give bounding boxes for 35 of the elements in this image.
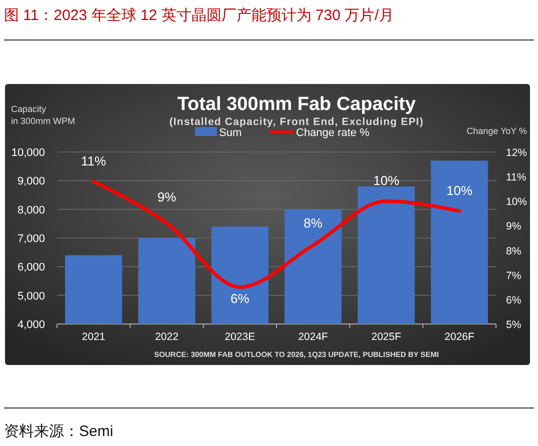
- caption: 图 11：2023 年全球 12 英寸晶圆厂产能预计为 730 万片/月: [4, 7, 394, 24]
- y2-tick-label: 6%: [506, 294, 522, 306]
- text: 资料来源：Semi: [4, 423, 114, 440]
- y-tick-label: 5,000: [17, 290, 45, 302]
- chart-subtitle: (Installed Capacity, Front End, Excluding EPI): [169, 116, 424, 128]
- data-label: 6%: [230, 291, 250, 306]
- x-tick-label: 2026F: [444, 331, 474, 343]
- y-tick-label: 6,000: [17, 262, 45, 274]
- data-label: 9%: [157, 189, 177, 204]
- data-label: 8%: [304, 215, 323, 230]
- data-label: 11%: [81, 153, 107, 168]
- data-label: 10%: [446, 182, 473, 198]
- y-tick-label: 10,000: [11, 147, 45, 159]
- y2-tick-label: 5%: [506, 319, 522, 331]
- y2-tick-label: 7%: [506, 270, 522, 282]
- y2-tick-label: 11%: [506, 172, 526, 184]
- x-tick-label: 2024F: [298, 331, 328, 343]
- legend-label: Change rate %: [296, 127, 370, 139]
- data-label: 10%: [373, 173, 400, 188]
- x-tick-label: 2025F: [371, 331, 402, 343]
- y-tick-label: 7,000: [17, 233, 45, 245]
- x-tick-label: 2023E: [224, 331, 256, 343]
- x-tick-label: 2022: [155, 331, 179, 343]
- y-tick-label: 9,000: [17, 176, 45, 188]
- legend-label: Sum: [219, 127, 242, 139]
- y2-tick-label: 10%: [506, 196, 528, 208]
- y2-tick-label: 9%: [506, 220, 522, 233]
- chart-title: Total 300mm Fab Capacity: [177, 94, 416, 115]
- x-tick-label: 2021: [82, 331, 106, 343]
- y-tick-label: 4,000: [17, 319, 45, 331]
- y2-axis-title: Change YoY %: [466, 126, 527, 136]
- y2-tick-label: 12%: [506, 147, 528, 159]
- y-tick-label: 8,000: [17, 204, 45, 216]
- y-axis-title: Capacity in 300mm WPM: [11, 104, 76, 126]
- y2-tick-label: 8%: [506, 245, 522, 258]
